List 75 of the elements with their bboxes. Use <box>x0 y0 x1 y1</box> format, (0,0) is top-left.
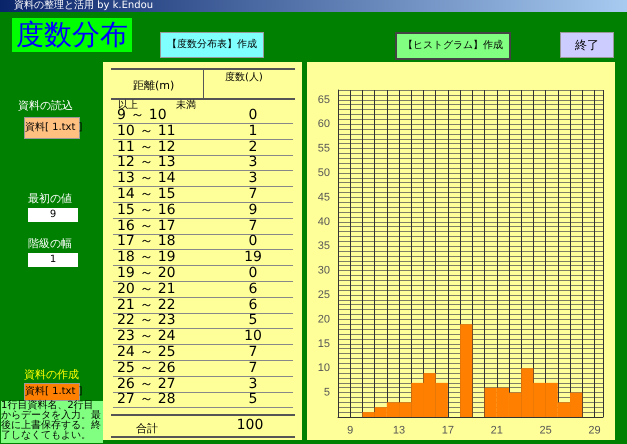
text: 14 ～ 15 <box>117 186 176 202</box>
text: 度数分布 <box>12 18 132 52</box>
text: 距離(m) <box>133 78 174 93</box>
text: 100 <box>236 417 264 433</box>
text: 1 <box>28 253 78 267</box>
x-tick-label: 17 <box>442 424 454 436</box>
text: 最初の値 <box>28 191 72 206</box>
text: 1 <box>248 122 258 139</box>
text: 資料の作成 <box>24 367 79 382</box>
text: 3 <box>248 170 258 186</box>
text: 11 ～ 12 <box>117 138 176 155</box>
text: 7 <box>248 218 258 234</box>
text: 12 ～ 13 <box>117 154 176 170</box>
x-tick-label: 13 <box>392 424 406 436</box>
text: 7 <box>248 186 258 202</box>
x-tick-label: 21 <box>490 424 503 436</box>
y-tick-label: 5 <box>324 386 330 399</box>
y-tick-label: 30 <box>318 264 330 277</box>
text: 階級の幅 <box>28 236 72 251</box>
text: 1行目資料名、2行目からデータを入力。最後に上書保存する。終了しなくてもよい。 <box>1 400 103 443</box>
text: 13 ～ 14 <box>117 170 176 186</box>
text: 27 ～ 28 <box>117 391 176 408</box>
x-tick-label: 29 <box>588 424 601 436</box>
text: 7 <box>248 360 258 376</box>
text: 資料[ 1.txt ] <box>24 117 82 139</box>
text: 9 <box>248 202 258 218</box>
text: 終了 <box>560 32 614 58</box>
text: 24 ～ 25 <box>117 344 176 360</box>
text: 0 <box>248 233 258 250</box>
text: 6 <box>248 280 258 297</box>
text: 7 <box>248 344 258 360</box>
y-tick-label: 35 <box>318 240 330 252</box>
text: 20 ～ 21 <box>117 280 176 297</box>
y-tick-label: 20 <box>318 313 330 326</box>
text: 23 ～ 24 <box>117 328 176 344</box>
y-tick-label: 40 <box>318 216 330 228</box>
y-tick-label: 25 <box>318 288 330 301</box>
text: 5 <box>248 391 258 408</box>
text: 0 <box>248 265 258 281</box>
text: 0 <box>248 107 258 123</box>
text: 【ヒストグラム】作成 <box>395 32 511 60</box>
text: 5 <box>248 312 258 328</box>
text: 資料の整理と活用 by k.Endou <box>14 0 154 12</box>
x-tick-label: 9 <box>347 424 354 436</box>
y-tick-label: 50 <box>318 166 330 179</box>
text: 3 <box>248 376 258 392</box>
y-tick-label: 60 <box>318 118 330 130</box>
text: 19 ～ 20 <box>117 265 176 281</box>
text: 資料[ 1.txt ] <box>24 383 82 401</box>
text: 18 ～ 19 <box>117 249 176 266</box>
text: 未満 <box>176 98 196 112</box>
text: 6 <box>248 296 258 313</box>
text: 10 <box>243 328 263 344</box>
y-tick-label: 65 <box>318 94 330 106</box>
text: 10 ～ 11 <box>117 122 176 139</box>
text: 【度数分布表】作成 <box>160 32 264 58</box>
text: 合計 <box>136 421 158 436</box>
y-tick-label: 10 <box>318 362 330 374</box>
text: 26 ～ 27 <box>117 376 176 392</box>
text: 22 ～ 23 <box>117 312 176 328</box>
text: 資料の読込 <box>18 98 73 113</box>
text: 16 ～ 17 <box>117 218 176 234</box>
text: 25 ～ 26 <box>117 360 176 376</box>
text: 度数(人) <box>225 70 263 84</box>
text: 21 ～ 22 <box>117 296 176 313</box>
y-tick-label: 15 <box>318 338 330 350</box>
text: 19 <box>243 249 263 266</box>
text: 9 <box>28 208 78 222</box>
text: 17 ～ 18 <box>117 233 176 250</box>
x-tick-label: 25 <box>539 424 552 436</box>
text: 2 <box>248 138 258 155</box>
y-tick-label: 45 <box>318 191 330 204</box>
text: 3 <box>248 154 258 170</box>
text: 15 ～ 16 <box>117 202 176 218</box>
y-tick-label: 55 <box>318 142 330 155</box>
